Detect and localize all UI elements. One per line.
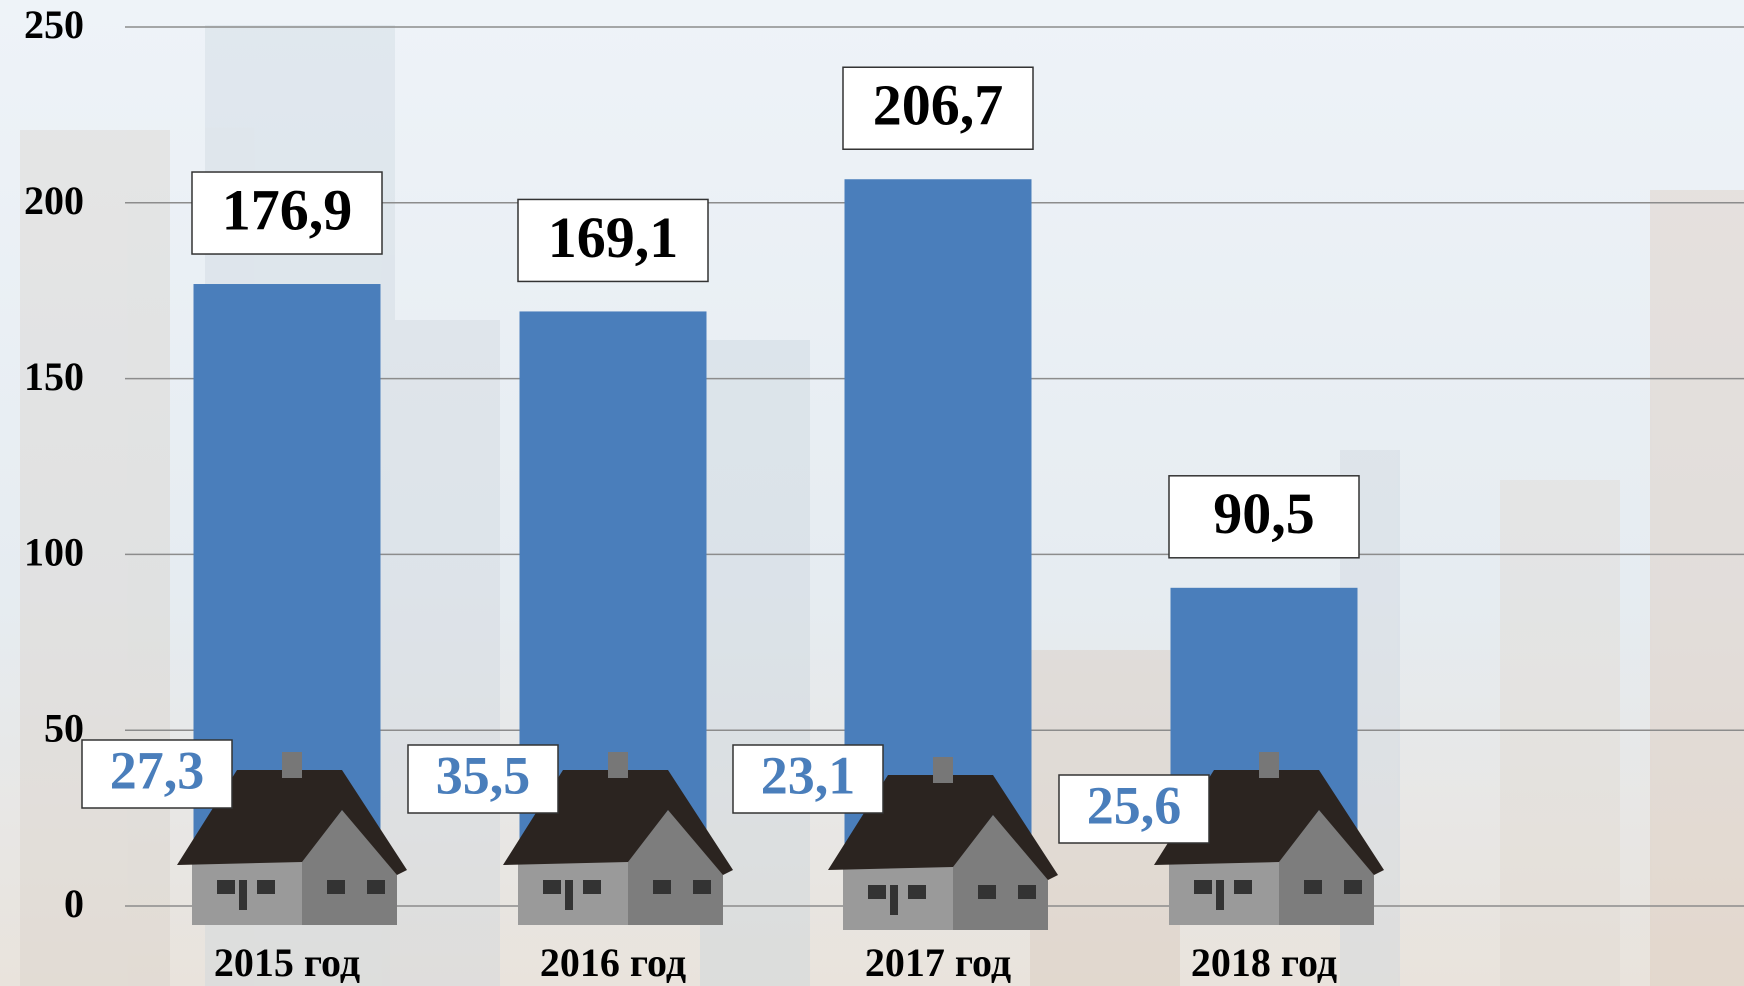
house-window xyxy=(1344,880,1362,894)
house-window xyxy=(1194,880,1212,894)
house-value-label: 25,6 xyxy=(1087,775,1182,835)
value-label: 206,7 xyxy=(873,73,1004,138)
house-icon xyxy=(1154,752,1384,925)
x-tick-label: 2015 год xyxy=(214,940,360,985)
house-door xyxy=(565,880,573,910)
house-roof xyxy=(503,770,733,875)
house-value-box xyxy=(407,744,559,814)
house-icon xyxy=(177,752,407,925)
house-window xyxy=(693,880,711,894)
house-value-label: 35,5 xyxy=(436,745,531,805)
house-window xyxy=(868,885,886,899)
house-window xyxy=(978,885,996,899)
house-chimney xyxy=(933,757,953,783)
house-value-box xyxy=(81,739,233,809)
y-tick-label: 200 xyxy=(24,178,84,223)
house-window xyxy=(653,880,671,894)
house-value-box xyxy=(732,744,884,814)
house-door xyxy=(1216,880,1224,910)
house-value-label: 27,3 xyxy=(110,740,205,800)
house-icon xyxy=(828,757,1058,930)
house-window xyxy=(1234,880,1252,894)
y-tick-label: 50 xyxy=(44,705,84,750)
house-window xyxy=(217,880,235,894)
house-window xyxy=(327,880,345,894)
y-tick-label: 150 xyxy=(24,354,84,399)
house-roof xyxy=(828,775,1058,880)
value-label: 176,9 xyxy=(222,177,353,242)
x-tick-label: 2017 год xyxy=(865,940,1011,985)
house-roof xyxy=(1154,770,1384,875)
value-label: 90,5 xyxy=(1213,481,1315,546)
x-tick-label: 2016 год xyxy=(540,940,686,985)
house-icon xyxy=(503,752,733,925)
plot-area: 0 50 100 150 200 250 176,9 2015 год 27,3 169,1 201… xyxy=(24,2,1744,985)
house-roof xyxy=(177,770,407,875)
value-label-box xyxy=(191,171,383,255)
house-window xyxy=(583,880,601,894)
value-label-box xyxy=(1168,475,1360,559)
house-window xyxy=(908,885,926,899)
x-tick-label: 2018 год xyxy=(1191,940,1337,985)
house-window xyxy=(367,880,385,894)
house-window xyxy=(543,880,561,894)
y-tick-label: 250 xyxy=(24,2,84,47)
house-chimney xyxy=(282,752,302,778)
y-tick-label: 0 xyxy=(64,881,84,926)
house-value-box xyxy=(1058,774,1210,844)
house-window xyxy=(1018,885,1036,899)
house-window xyxy=(1304,880,1322,894)
house-door xyxy=(890,885,898,915)
house-chimney xyxy=(1259,752,1279,778)
house-value-label: 23,1 xyxy=(761,745,856,805)
house-door xyxy=(239,880,247,910)
value-label-box xyxy=(517,198,709,283)
house-chimney xyxy=(608,752,628,778)
y-tick-label: 100 xyxy=(24,530,84,575)
value-label-box xyxy=(842,66,1034,150)
value-label: 169,1 xyxy=(548,205,679,270)
house-window xyxy=(257,880,275,894)
